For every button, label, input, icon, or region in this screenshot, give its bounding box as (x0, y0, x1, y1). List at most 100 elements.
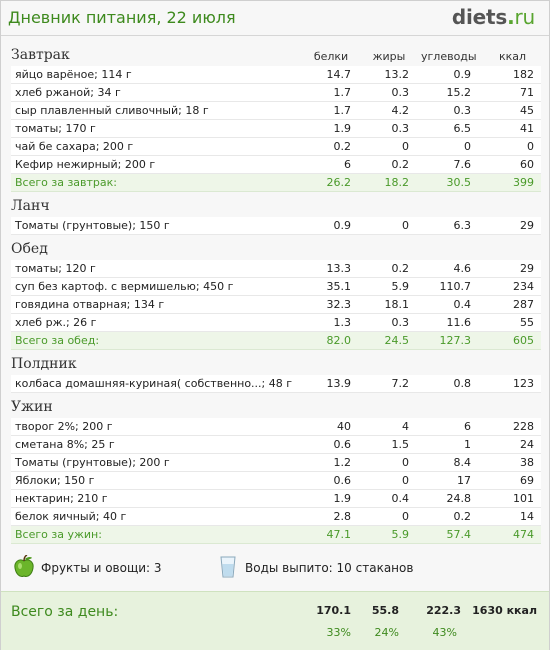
food-row[interactable]: белок яичный; 40 г 2.8 0 0.2 14 (11, 508, 541, 526)
food-fat: 0.3 (391, 86, 410, 99)
food-protein: 1.7 (333, 104, 352, 117)
food-kcal: 71 (520, 86, 534, 99)
food-carbs: 0.3 (453, 104, 472, 117)
meal-total-kcal: 605 (513, 334, 534, 347)
food-row[interactable]: томаты; 170 г 1.9 0.3 6.5 41 (11, 120, 541, 138)
food-protein: 1.7 (333, 86, 352, 99)
meal-total-carbs: 127.3 (439, 334, 472, 347)
meal-total-fat: 24.5 (384, 334, 410, 347)
meal-total-fat: 18.2 (384, 176, 410, 189)
meal-total-protein: 47.1 (326, 528, 352, 541)
food-kcal: 101 (513, 492, 534, 505)
food-protein: 0.6 (333, 438, 352, 451)
meal-total-protein: 26.2 (326, 176, 352, 189)
logo-ru: ru (514, 5, 536, 29)
meal-total-fat: 5.9 (391, 528, 410, 541)
food-row[interactable]: творог 2%; 200 г 40 4 6 228 (11, 418, 541, 436)
food-row[interactable]: Томаты (грунтовые); 200 г 1.2 0 8.4 38 (11, 454, 541, 472)
food-kcal: 29 (520, 219, 534, 232)
food-fat: 0 (402, 456, 409, 469)
food-protein: 1.9 (333, 492, 352, 505)
food-row[interactable]: чай бе сахара; 200 г 0.2 0 0 0 (11, 138, 541, 156)
food-row[interactable]: суп без картоф. с вермишелью; 450 г 35.1 5… (11, 278, 541, 296)
food-name: хлеб ржаной; 34 г (15, 86, 121, 99)
meal-total-row: Всего за ужин: 47.1 5.9 57.4 474 (11, 526, 541, 544)
food-protein: 32.3 (326, 298, 352, 311)
food-row[interactable]: яйцо варёное; 114 г 14.7 13.2 0.9 182 (11, 66, 541, 84)
food-fat: 0 (402, 219, 409, 232)
meal-title: Ужин (11, 399, 53, 415)
meal-title: Завтрак (11, 47, 70, 63)
meal-title-row: Обед (11, 239, 541, 260)
food-row[interactable]: сыр плавленный сливочный; 18 г 1.7 4.2 0.3 4… (11, 102, 541, 120)
food-carbs: 15.2 (446, 86, 472, 99)
column-header-protein: белки (313, 50, 349, 63)
food-row[interactable]: колбаса домашняя-куриная( собственно...;… (11, 375, 541, 393)
meal-title: Ланч (11, 198, 50, 214)
food-name: творог 2%; 200 г (15, 420, 113, 433)
food-name: Яблоки; 150 г (15, 474, 95, 487)
food-fat: 0.2 (391, 158, 410, 171)
meal-total-kcal: 399 (513, 176, 534, 189)
column-header-carbs: углеводы (421, 50, 477, 63)
meal-title: Полдник (11, 356, 77, 372)
food-fat: 5.9 (391, 280, 410, 293)
meals-list: Завтрак белки жиры углеводы ккал яйцо варёное… (11, 45, 541, 548)
food-row[interactable]: Томаты (грунтовые); 150 г 0.9 0 6.3 29 (11, 217, 541, 235)
meal-title-row: Завтрак белки жиры углеводы ккал (11, 45, 541, 66)
food-name: яйцо варёное; 114 г (15, 68, 132, 81)
food-kcal: 14 (520, 510, 534, 523)
food-protein: 1.9 (333, 122, 352, 135)
food-protein: 1.3 (333, 316, 352, 329)
food-fat: 0 (402, 140, 409, 153)
summary-bar: Фрукты и овощи: 3 Воды выпито: 10 стакан… (11, 553, 541, 583)
food-kcal: 234 (513, 280, 534, 293)
food-protein: 14.7 (326, 68, 352, 81)
food-carbs: 6.5 (453, 122, 472, 135)
food-carbs: 7.6 (453, 158, 472, 171)
food-name: хлеб рж.; 26 г (15, 316, 97, 329)
logo-dot: . (507, 5, 515, 29)
meal-total-row: Всего за обед: 82.0 24.5 127.3 605 (11, 332, 541, 350)
food-name: сыр плавленный сливочный; 18 г (15, 104, 209, 117)
food-row[interactable]: хлеб ржаной; 34 г 1.7 0.3 15.2 71 (11, 84, 541, 102)
food-protein: 0.9 (333, 219, 352, 232)
food-carbs: 11.6 (446, 316, 472, 329)
apple-icon (14, 555, 34, 577)
meal-title-row: Полдник (11, 354, 541, 375)
food-row[interactable]: говядина отварная; 134 г 32.3 18.1 0.4 287 (11, 296, 541, 314)
food-row[interactable]: Кефир нежирный; 200 г 6 0.2 7.6 60 (11, 156, 541, 174)
food-fat: 7.2 (391, 377, 410, 390)
food-protein: 6 (344, 158, 351, 171)
day-fat-pct: 24% (374, 626, 399, 639)
page-title: Дневник питания, 22 июля (8, 8, 236, 27)
food-protein: 13.9 (326, 377, 352, 390)
food-row[interactable]: томаты; 120 г 13.3 0.2 4.6 29 (11, 260, 541, 278)
food-kcal: 123 (513, 377, 534, 390)
food-name: томаты; 120 г (15, 262, 96, 275)
food-name: томаты; 170 г (15, 122, 96, 135)
food-fat: 18.1 (384, 298, 410, 311)
food-name: Кефир нежирный; 200 г (15, 158, 156, 171)
food-carbs: 110.7 (439, 280, 472, 293)
food-row[interactable]: нектарин; 210 г 1.9 0.4 24.8 101 (11, 490, 541, 508)
food-kcal: 45 (520, 104, 534, 117)
meal-total-label: Всего за обед: (15, 334, 100, 347)
food-row[interactable]: Яблоки; 150 г 0.6 0 17 69 (11, 472, 541, 490)
food-name: чай бе сахара; 200 г (15, 140, 134, 153)
food-carbs: 0.4 (453, 298, 472, 311)
fruits-count: Фрукты и овощи: 3 (41, 561, 162, 575)
food-row[interactable]: хлеб рж.; 26 г 1.3 0.3 11.6 55 (11, 314, 541, 332)
site-logo[interactable]: diets.ru (452, 5, 535, 29)
column-header-kcal: ккал (498, 50, 527, 63)
food-protein: 0.2 (333, 140, 352, 153)
food-kcal: 60 (520, 158, 534, 171)
food-name: колбаса домашняя-куриная( собственно...;… (15, 377, 293, 390)
food-row[interactable]: сметана 8%; 25 г 0.6 1.5 1 24 (11, 436, 541, 454)
day-protein-pct: 33% (326, 626, 351, 639)
day-fat: 55.8 (371, 604, 399, 617)
food-fat: 0 (402, 474, 409, 487)
food-fat: 0.2 (391, 262, 410, 275)
food-fat: 1.5 (391, 438, 410, 451)
